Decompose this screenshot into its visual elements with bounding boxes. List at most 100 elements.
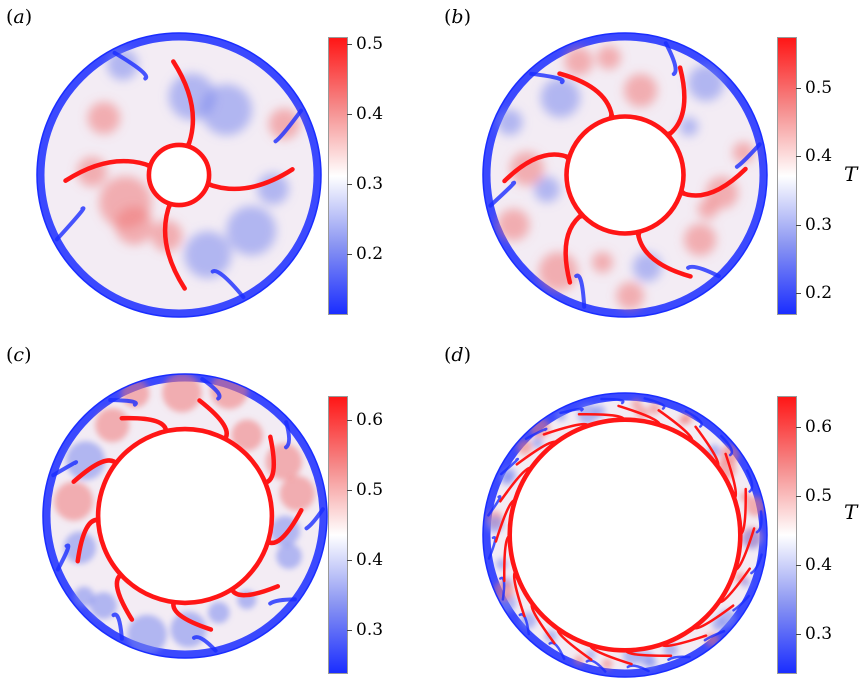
tick-label: 0.5 (795, 78, 833, 98)
tick-label: 0.6 (346, 410, 384, 430)
colorbar-b (777, 37, 797, 315)
cold-plume (54, 206, 86, 242)
cold-plume (585, 659, 607, 673)
colorbar-c (328, 396, 348, 674)
cold-plume (304, 507, 325, 531)
panel-d: (d) 0.6 0.5 0.4 0.3 T (440, 340, 860, 678)
cool-eddy (679, 117, 699, 137)
cool-eddy (276, 543, 302, 569)
warm-eddy (616, 281, 645, 310)
cold-plume (112, 50, 149, 81)
tick-label: 0.2 (795, 283, 833, 303)
warm-eddy (231, 419, 263, 451)
cool-eddy (66, 441, 106, 481)
cold-plume (663, 41, 678, 76)
cold-plume (524, 427, 548, 441)
cold-plume (703, 629, 726, 642)
temperature-field-c (42, 373, 328, 659)
cool-eddy (687, 64, 725, 102)
cool-eddy (107, 49, 139, 81)
cold-plume (51, 460, 78, 478)
tick-label: 0.3 (346, 174, 384, 194)
panel-label-a: (a) (6, 6, 33, 28)
tick-label: 0.4 (795, 555, 833, 575)
cold-plume (55, 543, 71, 572)
hot-boundary-layer (507, 417, 743, 653)
cold-plume (745, 469, 754, 493)
outer-wall (482, 32, 768, 318)
cold-plume (200, 377, 222, 401)
cool-eddy (170, 611, 207, 648)
cold-plume (518, 613, 531, 636)
warm-eddy (564, 47, 593, 76)
tick-label: 0.4 (795, 146, 833, 166)
cool-eddy (638, 650, 654, 666)
cold-plume (643, 397, 666, 410)
hot-boundary-layer (146, 142, 212, 208)
inner-cylinder (99, 430, 271, 602)
warm-eddy (87, 101, 121, 135)
panel-b: (b) 0.5 0.4 0.3 0.2 T (440, 0, 860, 330)
colorbar-symbol-b: T (844, 162, 858, 186)
cool-eddy (226, 205, 277, 256)
tick-label: 0.5 (346, 34, 384, 54)
cold-plume (626, 664, 650, 673)
warm-eddy (596, 45, 621, 70)
warm-eddy (591, 251, 613, 273)
cold-plume (750, 553, 763, 575)
warm-eddy (162, 374, 202, 413)
cold-plume (268, 597, 297, 606)
panel-a: (a) 0.5 0.4 0.3 0.2 (0, 0, 420, 330)
tick-label: 0.3 (795, 215, 833, 235)
cold-plume (529, 71, 565, 85)
cool-eddy (184, 231, 232, 279)
cold-plume (210, 269, 246, 300)
cool-eddy (531, 437, 543, 449)
warm-eddy (705, 632, 720, 647)
cool-eddy (496, 109, 523, 136)
tick-label: 0.4 (346, 550, 384, 570)
tick-label: 0.5 (795, 486, 833, 506)
cool-eddy (73, 586, 95, 608)
warm-eddy (538, 251, 578, 292)
tick-label: 0.3 (346, 620, 384, 640)
hot-boundary-layer (564, 114, 686, 236)
warm-eddy (684, 223, 717, 256)
colorbar-symbol-d: T (844, 500, 858, 524)
tick-label: 0.5 (346, 480, 384, 500)
warm-eddy (54, 481, 94, 521)
cold-plume (488, 180, 517, 208)
inner-cylinder (510, 420, 740, 650)
cool-eddy (89, 592, 117, 620)
temperature-field-d (482, 392, 768, 678)
warm-eddy (279, 475, 315, 511)
cold-plume (755, 510, 763, 534)
warm-eddy (623, 73, 658, 108)
panel-label-d: (d) (444, 344, 472, 366)
cold-plume (548, 641, 566, 661)
panel-c: (c) 0.6 0.5 0.4 0.3 (0, 340, 420, 674)
cold-plume (574, 273, 587, 309)
warm-eddy (517, 439, 533, 455)
cold-plume (192, 635, 218, 653)
cold-plume (600, 397, 625, 405)
cool-eddy (740, 577, 751, 588)
warm-eddy (99, 176, 152, 229)
warm-eddy (268, 108, 300, 140)
tick-label: 0.4 (346, 104, 384, 124)
panel-label-c: (c) (6, 344, 32, 366)
cold-plume (667, 655, 691, 661)
cold-plume (559, 407, 584, 415)
warm-eddy (95, 408, 130, 443)
hot-boundary-layer (95, 426, 275, 606)
inner-cylinder (567, 117, 683, 233)
cool-eddy (201, 84, 252, 136)
warm-eddy (697, 198, 718, 220)
warm-eddy (497, 208, 530, 241)
cool-eddy (718, 609, 737, 628)
inner-cylinder (149, 145, 208, 204)
warm-eddy (648, 402, 661, 415)
cold-plume (732, 594, 751, 612)
cold-plume (284, 420, 292, 450)
cool-eddy (534, 176, 560, 203)
